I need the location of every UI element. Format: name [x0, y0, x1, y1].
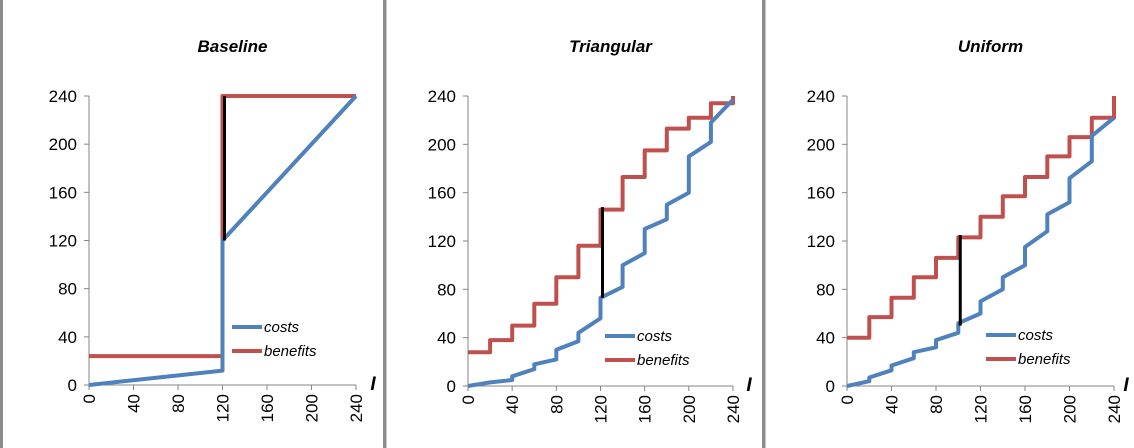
- x-tick-label: 160: [636, 395, 655, 423]
- chart-panel-triangular: Triangular 0 40 80 120 160 200 240 0 40 80 120 160 20…: [383, 0, 766, 448]
- x-tick-label: 200: [680, 395, 699, 423]
- y-tick-label: 40: [58, 328, 77, 347]
- x-tick-label: 120: [214, 394, 233, 422]
- x-tick-label: 200: [303, 394, 322, 422]
- x-tick-label: 40: [125, 394, 144, 413]
- legend-label-costs: costs: [1018, 327, 1054, 344]
- chart-title: Triangular: [569, 37, 653, 56]
- y-tick-label: 200: [807, 135, 835, 154]
- y-tick-label: 0: [68, 376, 77, 395]
- x-tick-label: 160: [1016, 395, 1035, 423]
- y-tick-label: 160: [428, 184, 456, 203]
- y-tick-label: 40: [816, 329, 835, 348]
- y-tick-label: 40: [437, 329, 456, 348]
- x-tick-label: 120: [592, 395, 611, 423]
- y-tick-label: 120: [807, 232, 835, 251]
- x-tick-label: 160: [258, 394, 277, 422]
- x-axis-label: I: [746, 375, 752, 396]
- x-tick-label: 40: [503, 395, 522, 414]
- y-tick-label: 80: [437, 280, 456, 299]
- series-line-costs: [467, 98, 735, 388]
- x-tick-label: 240: [724, 395, 743, 423]
- y-tick-label: 0: [447, 377, 456, 396]
- y-tick-label: 80: [58, 280, 77, 299]
- x-tick-label: 240: [1105, 395, 1124, 423]
- x-tick-label: 80: [169, 394, 188, 413]
- chart-triangular: Triangular 0 40 80 120 160 200 240 0 40 80 120 160 20…: [383, 0, 766, 448]
- x-tick-label: 0: [80, 394, 99, 403]
- y-tick-label: 240: [428, 87, 456, 106]
- x-axis-label: I: [1123, 375, 1129, 396]
- y-tick-label: 120: [49, 232, 77, 251]
- x-tick-label: 80: [927, 395, 946, 414]
- series-line-costs: [88, 94, 358, 387]
- chart-uniform: Uniform 0 40 80 120 160 200 240 0 40 80 120 160 200 24…: [762, 0, 1129, 448]
- y-tick-label: 200: [49, 135, 77, 154]
- y-tick-label: 160: [807, 184, 835, 203]
- chart-panel-baseline: Baseline 0 40 80 120 160 200 240 0 40 80 120 160 200 2…: [0, 0, 387, 448]
- x-tick-label: 200: [1061, 395, 1080, 423]
- x-tick-label: 40: [883, 395, 902, 414]
- y-tick-label: 160: [49, 183, 77, 202]
- y-tick-label: 120: [428, 232, 456, 251]
- chart-title: Baseline: [198, 37, 268, 56]
- x-tick-label: 0: [838, 395, 857, 404]
- legend-label-benefits: benefits: [637, 352, 690, 369]
- legend-label-costs: costs: [264, 319, 300, 336]
- x-tick-label: 240: [347, 394, 366, 422]
- y-tick-label: 80: [816, 280, 835, 299]
- y-tick-label: 240: [49, 87, 77, 106]
- legend-label-benefits: benefits: [1018, 351, 1071, 368]
- series-line-benefits: [468, 96, 735, 355]
- y-tick-label: 0: [826, 377, 835, 396]
- chart-panel-uniform: Uniform 0 40 80 120 160 200 240 0 40 80 120 160 200 24…: [762, 0, 1134, 448]
- x-axis-label: I: [370, 374, 376, 395]
- chart-title: Uniform: [958, 37, 1023, 56]
- series-line-costs: [846, 116, 1116, 388]
- y-tick-label: 200: [428, 135, 456, 154]
- x-tick-label: 120: [972, 395, 991, 423]
- legend-label-benefits: benefits: [264, 343, 317, 360]
- y-tick-label: 240: [807, 87, 835, 106]
- series-line-benefits: [89, 94, 356, 359]
- x-tick-label: 0: [459, 395, 478, 404]
- series-line-benefits: [847, 96, 1116, 340]
- chart-baseline: Baseline 0 40 80 120 160 200 240 0 40 80 120 160 200 2…: [0, 0, 387, 448]
- x-tick-label: 80: [547, 395, 566, 414]
- legend-label-costs: costs: [637, 328, 673, 345]
